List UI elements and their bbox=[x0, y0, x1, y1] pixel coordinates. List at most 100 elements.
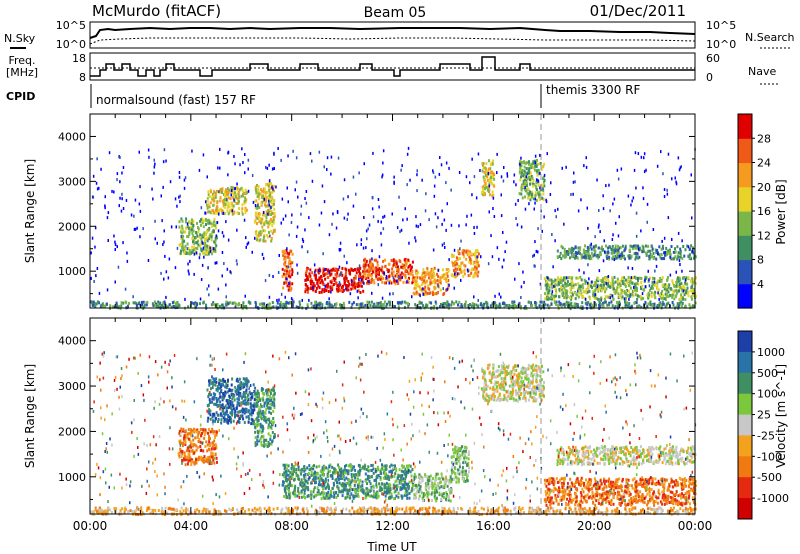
echo-cell bbox=[523, 172, 526, 176]
echo-cell bbox=[325, 302, 328, 306]
echo-cell bbox=[626, 304, 629, 308]
echo-cell bbox=[198, 235, 201, 239]
date-title: 01/Dec/2011 bbox=[590, 2, 686, 20]
echo-speckle bbox=[287, 154, 289, 158]
echo-cell bbox=[409, 272, 412, 276]
echo-speckle bbox=[113, 190, 115, 194]
echo-cell bbox=[183, 239, 186, 243]
echo-cell bbox=[186, 457, 189, 461]
echo-cell bbox=[193, 511, 196, 515]
echo-speckle bbox=[555, 215, 557, 219]
echo-cell bbox=[493, 301, 496, 305]
echo-cell bbox=[669, 252, 672, 256]
echo-cell bbox=[315, 275, 317, 279]
echo-cell bbox=[634, 257, 637, 261]
echo-speckle bbox=[126, 251, 128, 255]
echo-cell bbox=[557, 281, 560, 284]
echo-cell bbox=[634, 286, 637, 290]
echo-cell bbox=[187, 432, 190, 436]
echo-cell bbox=[470, 304, 473, 308]
echo-cell bbox=[354, 276, 357, 280]
echo-cell bbox=[694, 301, 697, 305]
echo-cell bbox=[179, 447, 182, 451]
echo-cell bbox=[192, 302, 195, 306]
echo-cell bbox=[311, 271, 314, 275]
echo-cell bbox=[430, 301, 433, 305]
echo-cell bbox=[423, 279, 426, 283]
echo-cell bbox=[291, 252, 294, 256]
echo-speckle bbox=[98, 291, 101, 295]
echo-cell bbox=[115, 305, 118, 309]
echo-cell bbox=[267, 184, 270, 188]
echo-cell bbox=[397, 265, 399, 269]
echo-cell bbox=[394, 259, 397, 263]
echo-cell bbox=[187, 226, 190, 230]
echo-cell bbox=[679, 247, 682, 251]
echo-cell bbox=[484, 183, 487, 187]
echo-speckle bbox=[124, 287, 127, 291]
echo-cell bbox=[377, 271, 380, 275]
echo-cell bbox=[590, 510, 592, 514]
echo-speckle bbox=[535, 178, 538, 182]
echo-cell bbox=[539, 162, 542, 165]
echo-cell bbox=[228, 507, 231, 511]
echo-cell bbox=[417, 271, 420, 275]
echo-cell bbox=[508, 303, 511, 307]
echo-cell bbox=[634, 246, 637, 250]
echo-cell bbox=[649, 506, 651, 510]
echo-speckle bbox=[133, 227, 136, 231]
echo-cell bbox=[489, 171, 492, 175]
echo-cell bbox=[197, 243, 200, 247]
echo-speckle bbox=[612, 233, 614, 237]
echo-cell bbox=[646, 304, 649, 308]
echo-cell bbox=[669, 287, 672, 290]
echo-cell bbox=[564, 276, 567, 280]
echo-cell bbox=[680, 295, 683, 299]
echo-speckle bbox=[635, 234, 638, 238]
echo-speckle bbox=[551, 290, 554, 294]
echo-cell bbox=[225, 195, 228, 199]
echo-cell bbox=[383, 281, 386, 285]
echo-cell bbox=[635, 244, 637, 248]
echo-cell bbox=[212, 196, 215, 200]
echo-speckle bbox=[339, 248, 342, 252]
echo-cell bbox=[488, 193, 491, 197]
echo-speckle bbox=[314, 270, 316, 274]
echo-cell bbox=[581, 283, 584, 287]
echo-cell bbox=[680, 282, 683, 286]
echo-cell bbox=[327, 275, 330, 279]
search-noise-label: N.Search bbox=[745, 31, 795, 44]
echo-cell bbox=[310, 285, 313, 289]
echo-speckle bbox=[230, 193, 232, 197]
echo-speckle bbox=[565, 165, 567, 169]
echo-cell bbox=[217, 513, 220, 517]
echo-speckle bbox=[627, 266, 629, 270]
echo-cell bbox=[202, 225, 205, 229]
echo-cell bbox=[187, 459, 190, 463]
echo-cell bbox=[613, 248, 616, 252]
echo-cell bbox=[359, 281, 362, 285]
echo-cell bbox=[187, 437, 190, 441]
echo-cell bbox=[264, 190, 267, 194]
echo-cell bbox=[599, 297, 601, 301]
echo-cell bbox=[291, 268, 294, 272]
echo-speckle bbox=[533, 264, 535, 268]
echo-cell bbox=[183, 230, 186, 234]
echo-cell bbox=[433, 286, 436, 290]
echo-cell bbox=[213, 230, 215, 234]
echo-cell bbox=[362, 305, 365, 309]
echo-cell bbox=[251, 508, 254, 512]
echo-speckle bbox=[679, 263, 681, 266]
echo-speckle bbox=[147, 259, 150, 262]
echo-cell bbox=[199, 440, 202, 444]
echo-speckle bbox=[388, 281, 390, 285]
echo-speckle bbox=[473, 175, 476, 179]
echo-cell bbox=[594, 284, 597, 288]
echo-speckle bbox=[691, 249, 694, 253]
echo-cell bbox=[202, 430, 205, 434]
echo-cell bbox=[207, 204, 210, 208]
echo-cell bbox=[585, 288, 588, 291]
echo-cell bbox=[553, 285, 556, 288]
echo-cell bbox=[638, 255, 641, 259]
echo-cell bbox=[420, 288, 423, 292]
